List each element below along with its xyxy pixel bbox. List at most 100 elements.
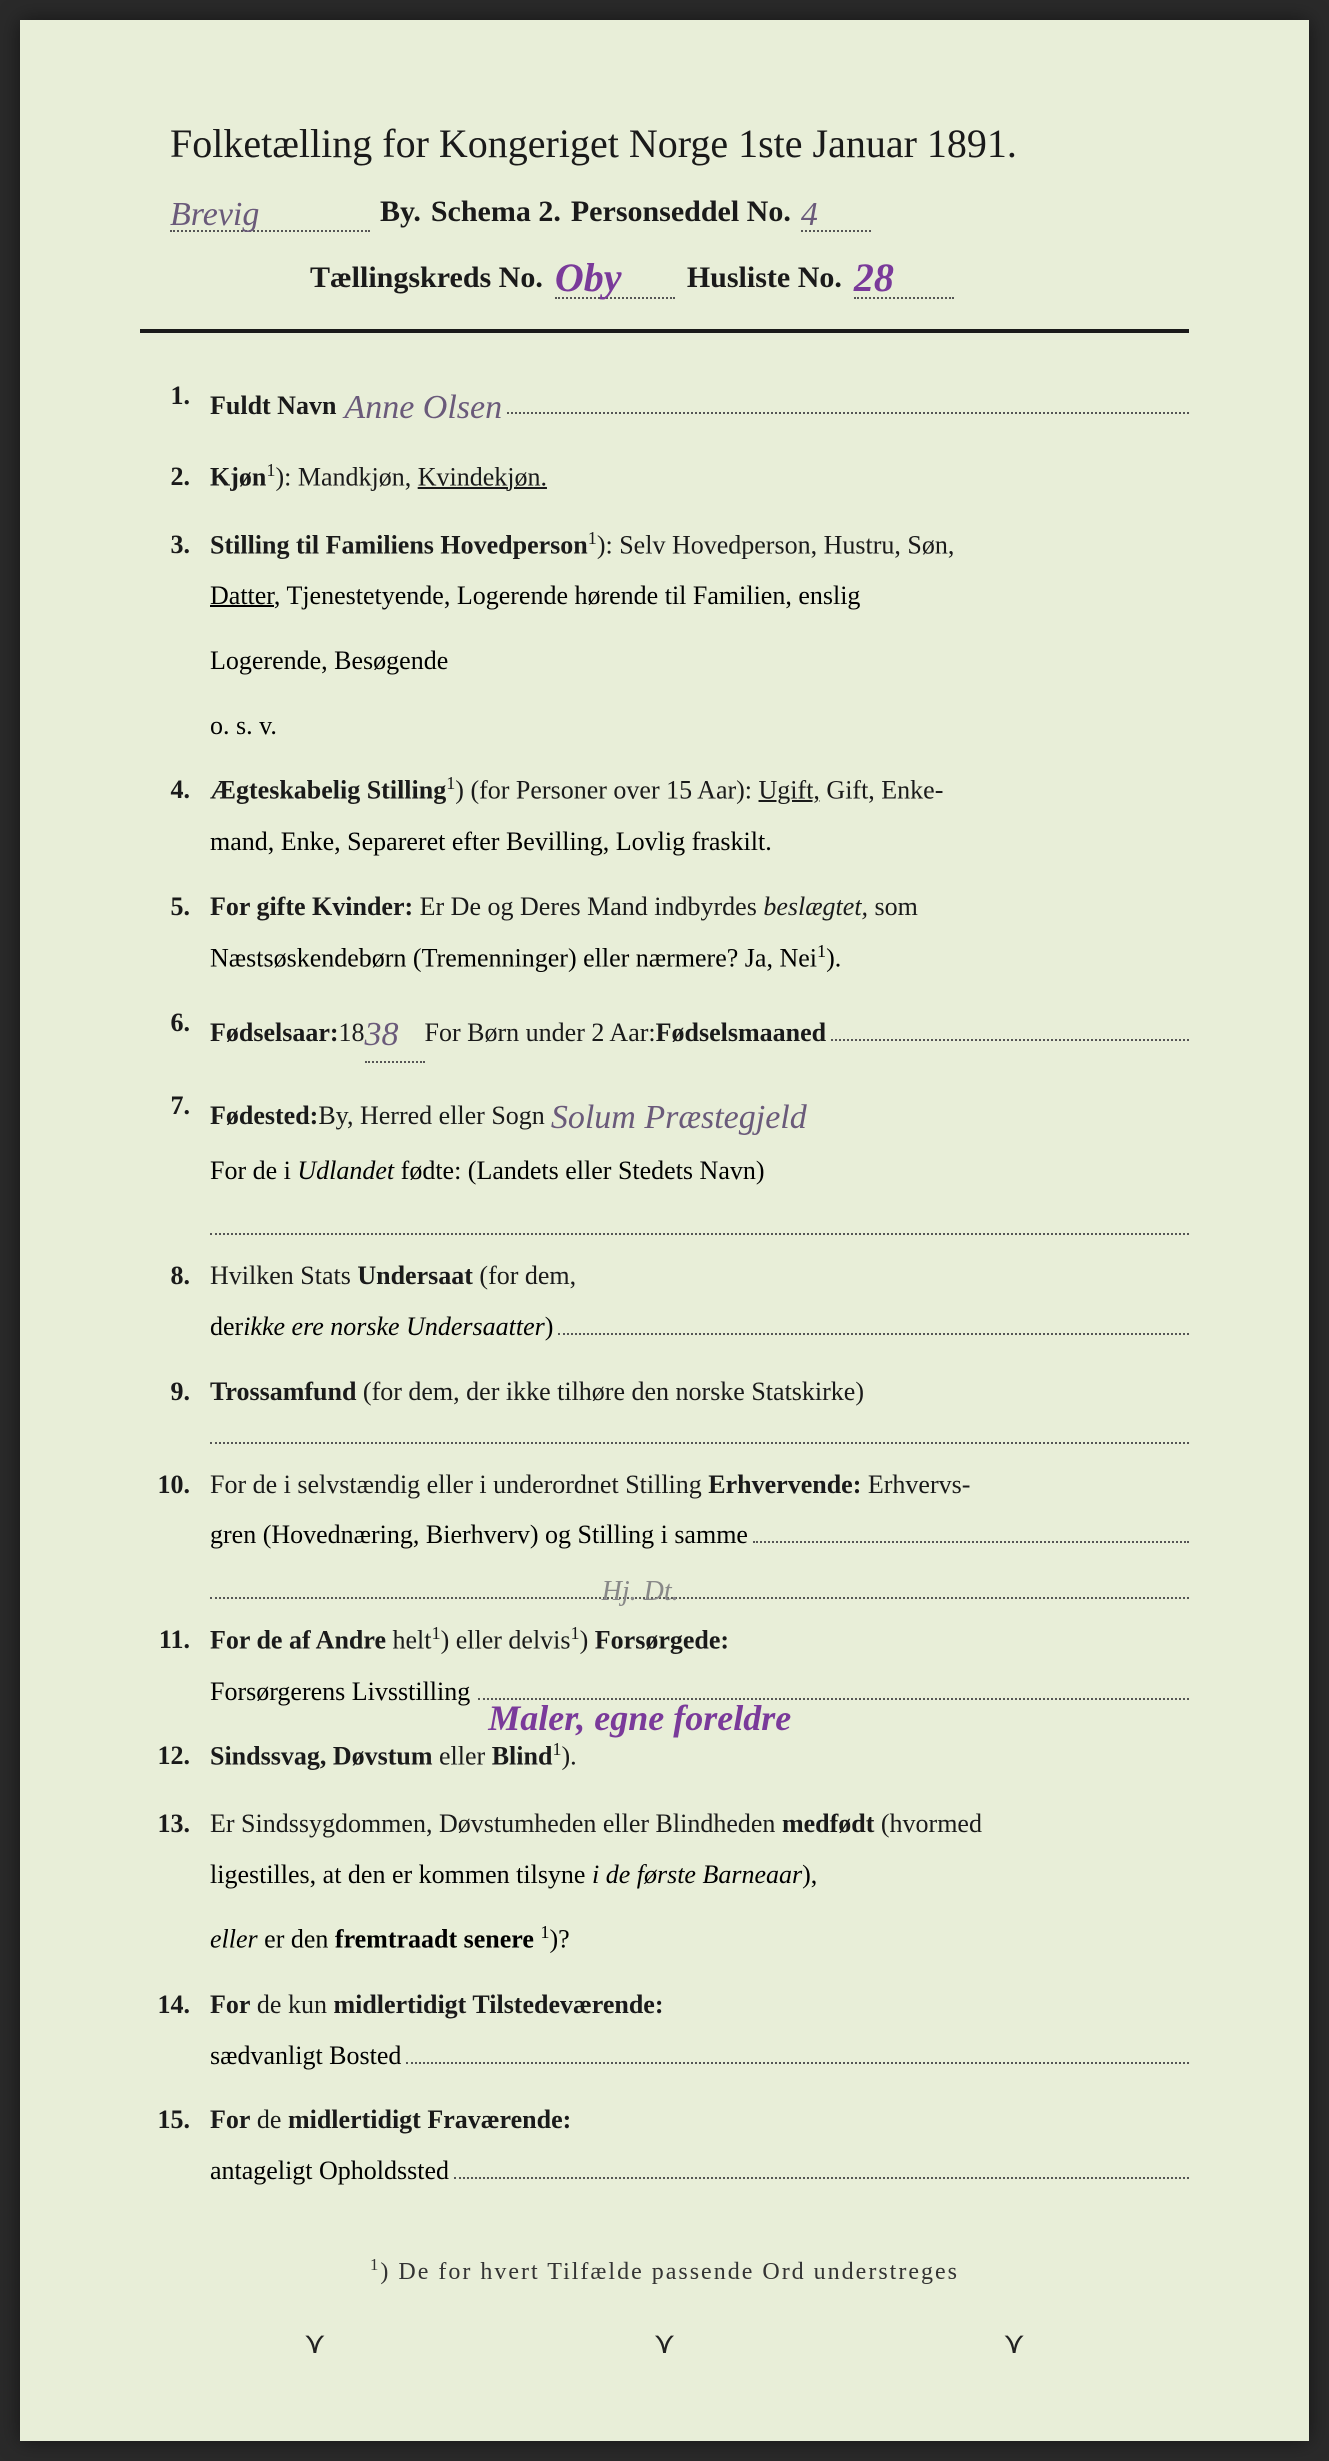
- item-10-text1: For de i selvstændig eller i underordnet…: [210, 1470, 708, 1499]
- item-1-num: 1.: [140, 373, 210, 434]
- item-13-line3c: )?: [550, 1925, 570, 1954]
- item-3-line2a: Datter,: [210, 581, 280, 610]
- item-15: 15. For de midlertidigt Fraværende:: [140, 2097, 1189, 2144]
- footnote-text: ) De for hvert Tilfælde passende Ord und…: [380, 2259, 959, 2285]
- item-12-num: 12.: [140, 1733, 210, 1780]
- page-title: Folketælling for Kongeriget Norge 1ste J…: [170, 120, 1189, 167]
- item-3-line2: Datter, Tjenestetyende, Logerende hørend…: [210, 573, 1189, 620]
- item-11-label2: Forsørgede:: [595, 1626, 729, 1655]
- item-15-body: For de midlertidigt Fraværende:: [210, 2097, 1189, 2144]
- item-9-body: Trossamfund (for dem, der ikke tilhøre d…: [210, 1369, 1189, 1416]
- item-1: 1. Fuldt Navn Anne Olsen: [140, 373, 1189, 434]
- item-13-sup3: 1: [540, 1922, 549, 1942]
- item-14-line2: sædvanligt Bosted: [210, 2033, 1189, 2080]
- item-7-dots: [210, 1213, 1189, 1235]
- city-field: Brevig: [170, 192, 370, 232]
- item-10-line2: gren (Hovednæring, Bierhverv) og Stillin…: [210, 1512, 1189, 1559]
- item-7-text1: By, Herred eller Sogn: [318, 1093, 544, 1140]
- item-11-text2: ) eller delvis: [441, 1626, 571, 1655]
- item-13-line2a: ligestilles, at den er kommen tilsyne: [210, 1860, 592, 1889]
- item-9-label: Trossamfund: [210, 1377, 356, 1406]
- item-6-value: 38: [365, 1016, 399, 1053]
- item-2: 2. Kjøn1): Mandkjøn, Kvindekjøn.: [140, 454, 1189, 501]
- item-9: 9. Trossamfund (for dem, der ikke tilhør…: [140, 1369, 1189, 1416]
- item-4-label: Ægteskabelig Stilling: [210, 776, 446, 805]
- item-11-num: 11.: [140, 1617, 210, 1664]
- item-13-label3: fremtraadt senere: [335, 1925, 534, 1954]
- item-8: 8. Hvilken Stats Undersaat (for dem,: [140, 1253, 1189, 1300]
- item-5-text1b: som: [868, 892, 918, 921]
- item-12-text1: eller: [433, 1742, 492, 1771]
- item-3: 3. Stilling til Familiens Hovedperson1):…: [140, 522, 1189, 569]
- item-1-body: Fuldt Navn Anne Olsen: [210, 373, 1189, 434]
- person-label: Personseddel No.: [571, 195, 791, 229]
- item-3-line4: o. s. v.: [210, 703, 1189, 750]
- item-2-text: ): Mandkjøn,: [275, 463, 417, 492]
- item-15-dots: [454, 2153, 1189, 2179]
- item-4-underlined: Ugift,: [759, 776, 820, 805]
- item-2-body: Kjøn1): Mandkjøn, Kvindekjøn.: [210, 454, 1189, 501]
- item-10: 10. For de i selvstændig eller i underor…: [140, 1462, 1189, 1509]
- item-10-body: For de i selvstændig eller i underordnet…: [210, 1462, 1189, 1509]
- item-6-dots: [831, 1015, 1189, 1041]
- item-4-text2: Gift, Enke-: [820, 776, 943, 805]
- item-5-sup2: 1: [817, 941, 826, 961]
- item-7-num: 7.: [140, 1083, 210, 1144]
- item-10-num: 10.: [140, 1462, 210, 1509]
- header-line-2: Brevig By. Schema 2. Personseddel No. 4: [170, 192, 1189, 232]
- item-12-label: Sindssvag, Døvstum: [210, 1742, 433, 1771]
- item-15-label2: midlertidigt Fraværende:: [288, 2105, 571, 2134]
- item-10-value-line: Hj. Dt.: [210, 1577, 1189, 1599]
- item-13-num: 13.: [140, 1801, 210, 1848]
- item-14-num: 14.: [140, 1982, 210, 2029]
- item-13-text2: (hvormed: [874, 1809, 982, 1838]
- item-6-body: Fødselsaar: 1838 For Børn under 2 Aar: F…: [210, 1000, 1189, 1063]
- item-11-sup1: 1: [431, 1623, 440, 1643]
- kreds-label: Tællingskreds No.: [310, 261, 543, 295]
- item-11: 11. For de af Andre helt1) eller delvis1…: [140, 1617, 1189, 1664]
- item-4-num: 4.: [140, 767, 210, 814]
- item-10-value: Hj. Dt.: [602, 1567, 679, 1617]
- husliste-field: 28: [854, 250, 954, 299]
- item-3-label: Stilling til Familiens Hovedperson: [210, 530, 588, 559]
- item-14-body: For de kun midlertidigt Tilstedeværende:: [210, 1982, 1189, 2029]
- item-8-num: 8.: [140, 1253, 210, 1300]
- schema-label: Schema 2.: [431, 195, 561, 229]
- item-13-line2b: ),: [802, 1860, 817, 1889]
- item-5-italic1: beslægtet,: [763, 892, 868, 921]
- item-3-text1: ): Selv Hovedperson, Hustru, Søn,: [597, 530, 954, 559]
- item-13-line3a: eller: [210, 1925, 258, 1954]
- item-1-dots: [507, 388, 1189, 414]
- item-13-line3b: er den: [258, 1925, 335, 1954]
- item-13-line2: ligestilles, at den er kommen tilsyne i …: [210, 1852, 1189, 1899]
- item-14-label2: midlertidigt Tilstedeværende:: [333, 1990, 663, 2019]
- footnote: 1) De for hvert Tilfælde passende Ord un…: [140, 2255, 1189, 2286]
- item-6-prefix: 18: [339, 1010, 365, 1057]
- item-10-text2: Erhvervs-: [861, 1470, 970, 1499]
- mark-icon: ⋎: [1003, 2326, 1025, 2361]
- item-14-line2a: sædvanligt Bosted: [210, 2033, 401, 2080]
- item-1-label: Fuldt Navn: [210, 383, 336, 430]
- mark-icon: ⋎: [653, 2326, 675, 2361]
- mark-icon: ⋎: [304, 2326, 326, 2361]
- item-13-text1: Er Sindssygdommen, Døvstumheden eller Bl…: [210, 1809, 782, 1838]
- item-8-line2b: ): [545, 1304, 554, 1351]
- item-6: 6. Fødselsaar: 1838 For Børn under 2 Aar…: [140, 1000, 1189, 1063]
- divider: [140, 329, 1189, 333]
- item-3-body: Stilling til Familiens Hovedperson1): Se…: [210, 522, 1189, 569]
- item-13-label: medfødt: [782, 1809, 874, 1838]
- item-13-line2i: i de første Barneaar: [592, 1860, 802, 1889]
- item-3-line3: Logerende, Besøgende: [210, 638, 1189, 685]
- item-11-text1: helt: [386, 1626, 432, 1655]
- footnote-sup: 1: [370, 2255, 380, 2274]
- item-5-body: For gifte Kvinder: Er De og Deres Mand i…: [210, 884, 1189, 931]
- item-7: 7. Fødested: By, Herred eller Sogn Solum…: [140, 1083, 1189, 1144]
- item-7-label: Fødested:: [210, 1093, 318, 1140]
- item-15-line2a: antageligt Opholdssted: [210, 2148, 449, 2195]
- item-2-num: 2.: [140, 454, 210, 501]
- item-14-text1: de kun: [250, 1990, 333, 2019]
- item-8-line2i: ikke ere norske Undersaatter: [243, 1304, 545, 1351]
- item-3-line2b: Tjenestetyende, Logerende hørende til Fa…: [280, 581, 860, 610]
- husliste-value: 28: [854, 255, 894, 300]
- item-5-num: 5.: [140, 884, 210, 931]
